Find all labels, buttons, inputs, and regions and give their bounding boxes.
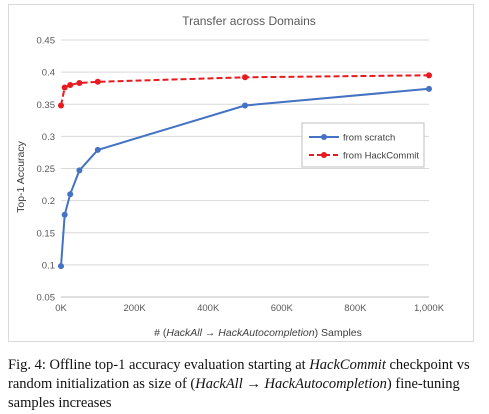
y-tick-label: 0.05 — [37, 293, 56, 304]
data-point — [61, 84, 68, 91]
x-tick-label: 0K — [55, 303, 67, 314]
y-tick-label: 0.4 — [42, 68, 55, 79]
series-line-0 — [60, 87, 430, 267]
y-tick-label: 0.1 — [42, 260, 55, 271]
caption-em-hackcommit: HackCommit — [309, 357, 386, 373]
caption-text-2: checkpoint vs random initialization as s… — [8, 357, 470, 392]
legend-box — [301, 122, 425, 168]
caption-text-1: Fig. 4: Offline top-1 accuracy evaluatio… — [8, 357, 310, 373]
figure-caption: Fig. 4: Offline top-1 accuracy evaluatio… — [8, 356, 482, 413]
chart-frame: 0.05 0.1 0.15 0.2 0.25 0.3 0.35 0.4 0.45 0K 200K 40… — [8, 4, 474, 342]
series-layer — [58, 72, 432, 270]
caption-em-hackall: HackAll — [195, 376, 243, 392]
legend-label-from-scratch: from scratch — [343, 133, 395, 144]
caption-em-hackautocompletion: HackAutocompletion — [264, 376, 387, 392]
x-tick-label: 800K — [344, 303, 367, 314]
line-chart: 0.05 0.1 0.15 0.2 0.25 0.3 0.35 0.4 0.45 0K 200K 40… — [15, 14, 445, 339]
data-point — [67, 191, 74, 198]
y-tick-label: 0.35 — [37, 100, 56, 111]
x-tick-label: 400K — [197, 303, 220, 314]
legend-label-from-hackcommit: from HackCommit — [343, 151, 419, 162]
data-point — [242, 74, 248, 81]
data-point — [76, 80, 83, 87]
y-tick-label: 0.2 — [42, 196, 55, 207]
data-point — [58, 263, 64, 270]
x-tick-label: 600K — [271, 303, 294, 314]
y-tick-label: 0.45 — [37, 36, 56, 47]
data-point — [94, 78, 101, 85]
caption-text-3: ) fine-tuning samples increases — [8, 376, 460, 411]
axis-layer: 0.05 0.1 0.15 0.2 0.25 0.3 0.35 0.4 0.45 0K 200K 40… — [37, 36, 445, 315]
data-point — [426, 85, 432, 92]
x-axis-title: # (HackAll → HackAutocompletion) Samples — [154, 327, 362, 339]
data-point — [67, 81, 74, 88]
legend-marker-from-scratch — [321, 134, 327, 140]
x-tick-label: 1,000K — [414, 303, 445, 314]
y-tick-label: 0.3 — [42, 132, 55, 143]
data-point — [242, 102, 248, 109]
caption-arrow: → — [242, 376, 265, 392]
y-tick-label: 0.25 — [37, 164, 56, 175]
data-point — [426, 72, 432, 79]
chart-legend: from scratch from HackCommit — [301, 122, 425, 168]
data-point — [58, 102, 64, 109]
chart-title: Transfer across Domains — [182, 14, 316, 28]
y-axis-title: Top-1 Accuracy — [15, 140, 27, 213]
y-tick-label: 0.15 — [37, 228, 56, 239]
data-point — [76, 167, 83, 174]
legend-marker-from-hackcommit — [321, 152, 327, 158]
data-point — [61, 211, 68, 218]
data-point — [94, 146, 101, 153]
grid-layer — [61, 39, 429, 298]
x-tick-label: 200K — [124, 303, 147, 314]
